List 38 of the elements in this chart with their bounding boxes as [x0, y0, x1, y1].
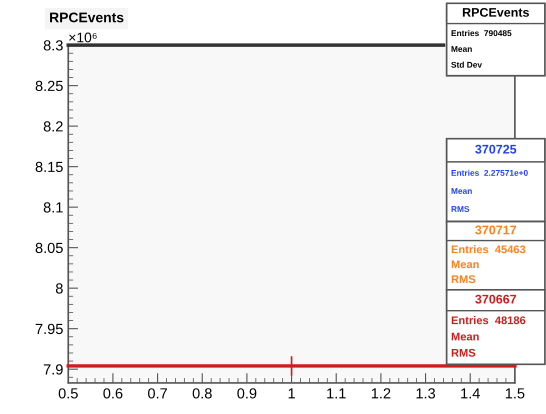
y-tick-label: 7.95 [36, 324, 63, 334]
y-tick-label: 8.25 [36, 80, 63, 92]
text: Entries 790485 [452, 30, 512, 36]
x-tick-label: 1.3 [416, 388, 436, 399]
text: ×10⁶ [69, 32, 97, 42]
x-tick-label: 0.9 [237, 388, 256, 399]
x-tick-label: 1.2 [372, 388, 390, 398]
legend-label: 370725 [475, 144, 516, 154]
annotation: Mean [452, 46, 472, 52]
annotation: Mean [452, 332, 479, 340]
x-tick-label: 0.6 [103, 388, 122, 399]
y-tick-label: 8.2 [44, 121, 63, 132]
annotation: RMS [452, 275, 476, 284]
annotation: Mean [452, 188, 472, 194]
y-tick-label: 8.15 [36, 162, 63, 172]
x-tick-label: 1.1 [327, 388, 346, 398]
annotation: Entries 48186 [452, 316, 526, 324]
x-tick-label: 0.5 [58, 388, 78, 399]
y-tick-label: 8.05 [36, 242, 63, 254]
x-tick-label: 1.4 [461, 388, 480, 398]
annotation: Std Dev [451, 62, 482, 68]
annotation: Mean [452, 260, 479, 268]
y-tick-label: 8 [56, 283, 63, 294]
annotation: Entries 45463 [452, 245, 526, 254]
annotation: Entries 2.27571e+0 [452, 170, 528, 176]
x-tick-label: 1 [288, 388, 295, 398]
x-tick-label: 0.8 [192, 388, 212, 399]
x-tick-label: 1.5 [506, 388, 524, 399]
annotation: RMS [452, 206, 470, 212]
annotation: RMS [452, 348, 476, 357]
y-tick-label: 8.1 [44, 202, 63, 213]
text: RPCEvents [462, 8, 529, 17]
y-tick-label: 8.3 [44, 40, 63, 51]
chart-title: RPCEvents [50, 12, 124, 22]
legend-label: 370717 [475, 226, 516, 234]
y-tick-label: 7.9 [44, 364, 63, 375]
x-tick-label: 0.7 [148, 388, 167, 399]
text: 370667 [475, 294, 516, 304]
